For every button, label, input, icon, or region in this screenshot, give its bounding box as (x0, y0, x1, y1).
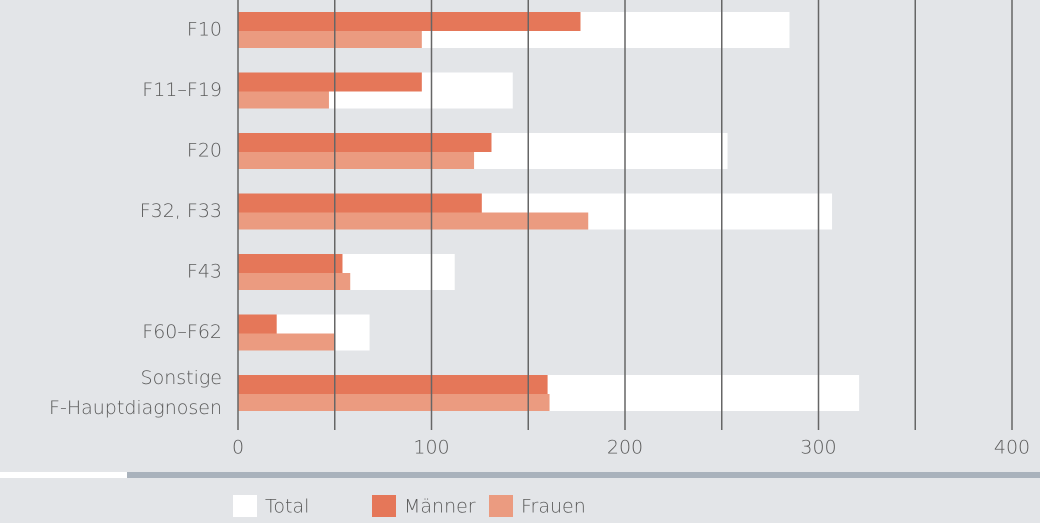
legend-label: Frauen (521, 496, 586, 518)
y-tick-label: F32, F33 (140, 200, 222, 222)
legend-swatch (489, 495, 513, 517)
x-tick-label: 200 (607, 437, 643, 459)
bar (238, 394, 550, 411)
bar (238, 12, 581, 31)
bar (238, 375, 548, 394)
bar (238, 133, 492, 152)
legend-swatch (233, 495, 257, 517)
x-tick-label: 0 (232, 437, 244, 459)
divider (0, 472, 127, 478)
x-tick-label: 300 (800, 437, 836, 459)
bar (238, 254, 343, 273)
bar (238, 152, 475, 169)
divider (127, 472, 1040, 478)
x-tick-label: 400 (994, 437, 1030, 459)
legend-label: Total (265, 496, 309, 518)
bar (238, 314, 277, 334)
y-tick-label: F20 (187, 140, 222, 162)
legend-label: Männer (404, 496, 476, 518)
bar (238, 333, 335, 351)
bar (238, 193, 482, 213)
bar (238, 72, 422, 92)
y-tick-label: F60–F62 (142, 321, 222, 343)
y-tick-label: F43 (187, 261, 222, 283)
bar (238, 91, 329, 109)
y-tick-label: F11–F19 (142, 79, 222, 101)
bar (238, 212, 589, 230)
y-tick-label: Sonstige F-Hauptdiagnosen (49, 367, 222, 419)
x-tick-label: 100 (413, 437, 449, 459)
bar (238, 273, 351, 290)
bar (238, 31, 422, 48)
y-tick-label: F10 (187, 19, 222, 41)
legend-swatch (372, 495, 396, 517)
